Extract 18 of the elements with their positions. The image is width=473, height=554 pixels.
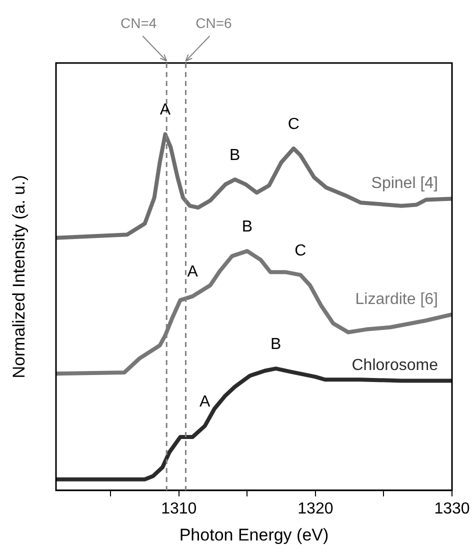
annotation: A (200, 393, 211, 410)
x-tick-label: 1310 (161, 500, 197, 518)
annotation: B (230, 146, 240, 164)
series-label: Lizardite [6] (355, 290, 438, 308)
annotation: B (242, 218, 253, 236)
y-axis-title: Normalized Intensity (a. u.) (10, 175, 29, 378)
annotation: C (288, 116, 300, 133)
annotation: A (187, 264, 198, 281)
annotation: A (160, 102, 171, 119)
annotation: B (270, 336, 282, 353)
annotation: CN=4 (120, 14, 157, 31)
annotation: CN=6 (196, 14, 232, 31)
x-axis-title: Photon Energy (eV) (179, 525, 329, 544)
annotation: C (294, 242, 306, 260)
series-label: Chlorosome (352, 357, 438, 374)
x-tick-label: 1330 (434, 500, 470, 518)
series-label: Spinel [4] (371, 175, 438, 192)
x-tick-label: 1320 (298, 500, 334, 518)
